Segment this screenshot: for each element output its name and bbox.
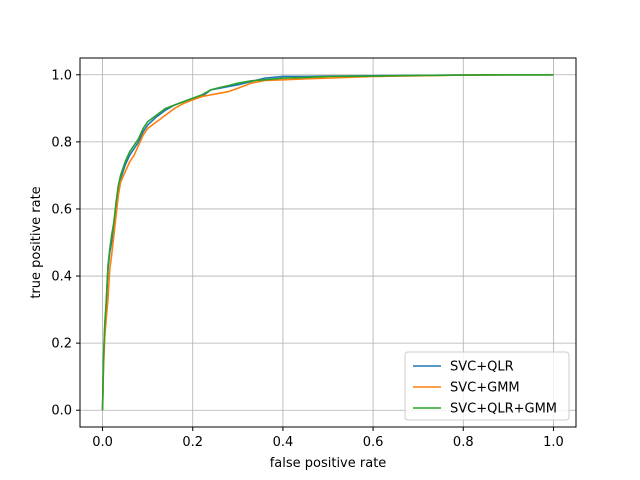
y-tick-label: 0.2 [51, 337, 72, 352]
y-tick-label: 1.0 [51, 68, 72, 83]
x-axis-label: false positive rate [270, 456, 387, 471]
legend-box [404, 351, 570, 421]
series-line-2 [101, 73, 554, 411]
axes-frame [79, 57, 577, 428]
series-line-1 [101, 73, 554, 411]
series-line-3 [101, 73, 554, 411]
x-tick-label: 0.8 [453, 435, 474, 450]
legend-label: SVC+GMM [450, 381, 520, 396]
legend: SVC+QLR SVC+GMM SVC+QLR+GMM [404, 351, 570, 421]
grid [80, 58, 576, 427]
series-lines [101, 73, 554, 411]
x-tick-label: 0.4 [273, 435, 294, 450]
y-tick-label: 0.8 [51, 135, 72, 150]
x-axis-ticks: 0.0 0.2 0.4 0.6 0.8 1.0 [92, 427, 564, 450]
y-axis-ticks: 0.0 0.2 0.4 0.6 0.8 1.0 [51, 68, 80, 419]
x-tick-label: 0.2 [182, 435, 203, 450]
y-tick-label: 0.0 [51, 404, 72, 419]
y-axis-label: true positive rate [29, 186, 44, 298]
y-tick-label: 0.4 [51, 270, 72, 285]
x-tick-label: 1.0 [543, 435, 564, 450]
x-tick-label: 0.6 [363, 435, 384, 450]
x-tick-label: 0.0 [92, 435, 113, 450]
legend-label: SVC+QLR [450, 360, 514, 375]
y-tick-label: 0.6 [51, 202, 72, 217]
legend-label: SVC+QLR+GMM [450, 402, 557, 417]
